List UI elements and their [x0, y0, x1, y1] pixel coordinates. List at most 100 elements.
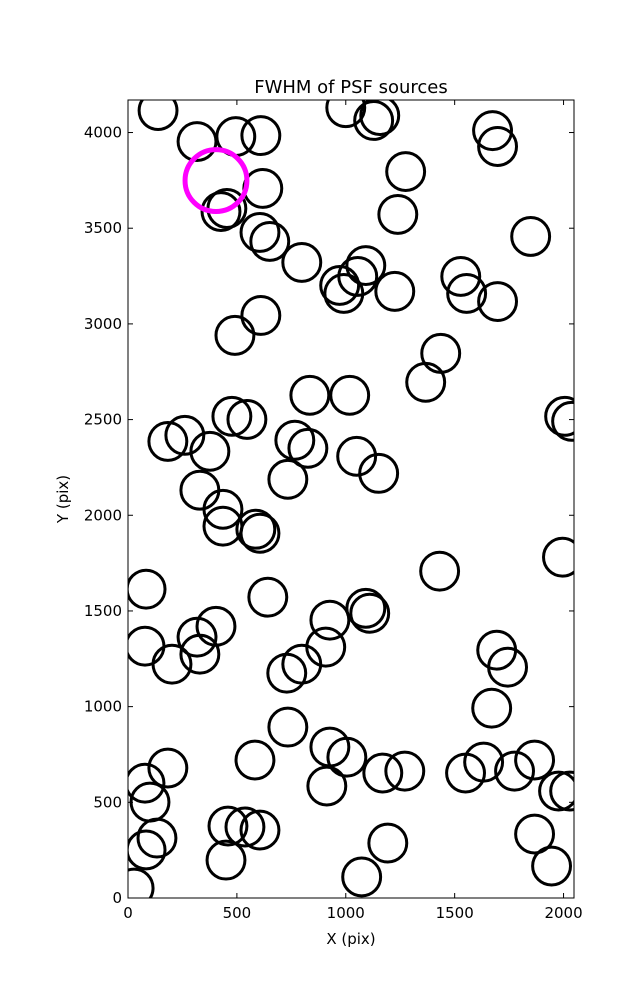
psf-source [309, 599, 351, 641]
psf-source [289, 374, 331, 416]
y-tick-label: 1000 [84, 698, 122, 716]
psf-source [240, 115, 282, 157]
psf-source [128, 762, 166, 804]
psf-source [359, 100, 401, 136]
psf-source [128, 867, 155, 898]
psf-source [353, 100, 395, 141]
psf-source [477, 126, 519, 167]
psf-source [374, 270, 416, 312]
psf-source [349, 592, 391, 634]
x-tick-label: 1500 [436, 904, 474, 922]
psf-source [336, 435, 378, 477]
psf-source [214, 314, 256, 356]
psf-source [345, 245, 387, 286]
psf-source [306, 765, 348, 807]
psf-source [471, 687, 513, 729]
psf-source [211, 395, 253, 437]
psf-source [323, 273, 365, 314]
psf-source [326, 736, 368, 778]
psf-source [147, 420, 189, 462]
psf-source [542, 536, 574, 578]
psf-source [510, 215, 552, 257]
psf-source [329, 374, 371, 416]
psf-source [463, 741, 505, 783]
y-tick-label: 3000 [84, 315, 122, 333]
psf-source [287, 427, 329, 469]
y-axis-label: Y (pix) [54, 475, 72, 524]
y-tick-label: 4000 [84, 124, 122, 142]
psf-source [358, 452, 400, 494]
psf-source [345, 587, 387, 629]
y-tick-label: 2500 [84, 411, 122, 429]
psf-source [551, 400, 574, 442]
chart-title: FWHM of PSF sources [254, 77, 448, 98]
psf-source [487, 646, 529, 688]
psf-source [207, 805, 249, 847]
psf-source [249, 220, 291, 262]
psf-source [240, 295, 282, 336]
y-tick-label: 3500 [84, 219, 122, 237]
psf-source [385, 151, 427, 193]
psf-source [179, 633, 221, 675]
psf-source [200, 191, 242, 233]
y-tick-label: 500 [93, 793, 122, 811]
psf-source [137, 100, 179, 131]
psf-source [405, 361, 447, 403]
psf-source [151, 643, 193, 685]
y-tick-label: 0 [112, 889, 122, 907]
x-tick-label: 500 [223, 904, 252, 922]
psf-source [128, 568, 167, 610]
psf-source [267, 458, 309, 500]
x-axis-label: X (pix) [326, 930, 375, 948]
psf-source [419, 550, 461, 592]
psf-source [377, 193, 419, 235]
psf-source [538, 770, 574, 812]
psf-source [267, 706, 309, 748]
psf-source [362, 752, 404, 794]
psf-source [235, 508, 277, 550]
y-tick-label: 1500 [84, 602, 122, 620]
psf-source [281, 242, 323, 283]
x-tick-label: 1000 [327, 904, 365, 922]
psf-source [189, 430, 231, 472]
psf-source [531, 845, 573, 887]
psf-source [325, 100, 367, 129]
psf-source [384, 750, 426, 792]
x-tick-label: 0 [123, 904, 133, 922]
psf-source [164, 414, 206, 456]
psf-source [224, 806, 266, 848]
psf-source [544, 395, 574, 437]
psf-source [176, 616, 218, 658]
psf-source [472, 110, 513, 152]
psf-source [514, 739, 556, 781]
psf-source [239, 512, 281, 554]
psf-source [514, 813, 556, 855]
psf-source [147, 747, 189, 789]
psf-source [446, 273, 488, 314]
plot-area [128, 100, 574, 898]
psf-source [341, 856, 383, 898]
psf-source [136, 817, 178, 859]
psf-source [440, 255, 482, 297]
psf-source [266, 652, 308, 694]
psf-source [494, 750, 535, 792]
psf-source [205, 839, 247, 881]
psf-source [367, 822, 409, 864]
psf-source [202, 488, 244, 530]
psf-source [128, 829, 167, 871]
psf-source [239, 211, 281, 253]
psf-source [234, 739, 276, 781]
y-tick-label: 2000 [84, 506, 122, 524]
psf-source [247, 576, 289, 618]
psf-source [239, 809, 281, 851]
axes-frame [127, 99, 575, 899]
x-tick-label: 2000 [544, 904, 582, 922]
psf-source [549, 770, 574, 812]
psf-source [274, 419, 316, 461]
psf-source [477, 281, 519, 322]
psf-source [182, 147, 250, 214]
psf-source [319, 264, 361, 306]
psf-source [226, 398, 268, 440]
